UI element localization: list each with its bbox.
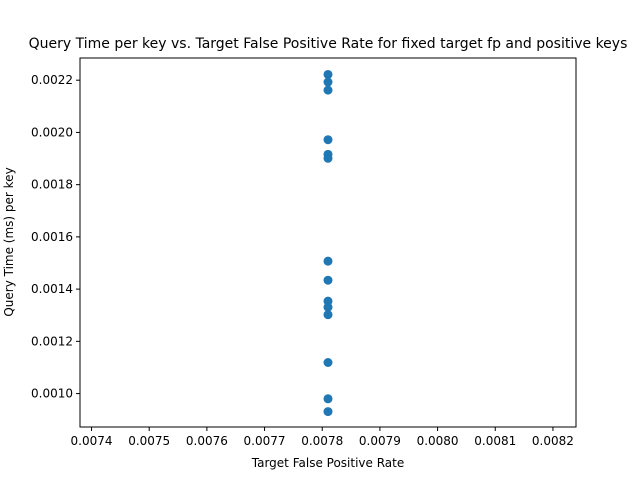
y-tick-label: 0.0016 xyxy=(31,230,73,244)
data-point xyxy=(323,77,333,87)
data-point xyxy=(323,275,333,285)
y-tick-label: 0.0020 xyxy=(31,125,73,139)
x-tick-label: 0.0081 xyxy=(474,434,516,448)
data-point xyxy=(323,357,333,367)
plot-area xyxy=(80,58,576,427)
data-point xyxy=(323,85,333,95)
y-tick-label: 0.0014 xyxy=(31,282,73,296)
axes-frame xyxy=(79,57,577,428)
data-point xyxy=(323,302,333,312)
x-tick-label: 0.0076 xyxy=(186,434,228,448)
points-layer xyxy=(323,69,333,417)
x-axis-ticks: 0.0074 0.0075 0.0076 0.0077 0.0078 0.0079 0.00… xyxy=(71,427,574,448)
y-axis-label: Query Time (ms) per key xyxy=(2,167,16,316)
x-tick-label: 0.0078 xyxy=(301,434,343,448)
x-tick-label: 0.0079 xyxy=(359,434,401,448)
data-point xyxy=(323,394,333,404)
data-point xyxy=(323,256,333,266)
data-point xyxy=(323,310,333,320)
y-tick-label: 0.0018 xyxy=(31,178,73,192)
data-point xyxy=(323,135,333,145)
x-tick-label: 0.0082 xyxy=(532,434,574,448)
data-point xyxy=(323,407,333,417)
x-axis-label: Target False Positive Rate xyxy=(251,456,404,470)
y-axis-ticks: 0.0010 0.0012 0.0014 0.0016 0.0018 0.0020 0.00… xyxy=(31,73,80,401)
y-tick-label: 0.0012 xyxy=(31,334,73,348)
x-tick-label: 0.0074 xyxy=(71,434,113,448)
x-tick-label: 0.0077 xyxy=(244,434,286,448)
y-tick-label: 0.0022 xyxy=(31,73,73,87)
x-tick-label: 0.0080 xyxy=(417,434,459,448)
data-point xyxy=(323,153,333,163)
x-tick-label: 0.0075 xyxy=(128,434,170,448)
data-point xyxy=(323,69,333,79)
y-tick-label: 0.0010 xyxy=(31,387,73,401)
chart-title: Query Time per key vs. Target False Posi… xyxy=(29,36,628,52)
